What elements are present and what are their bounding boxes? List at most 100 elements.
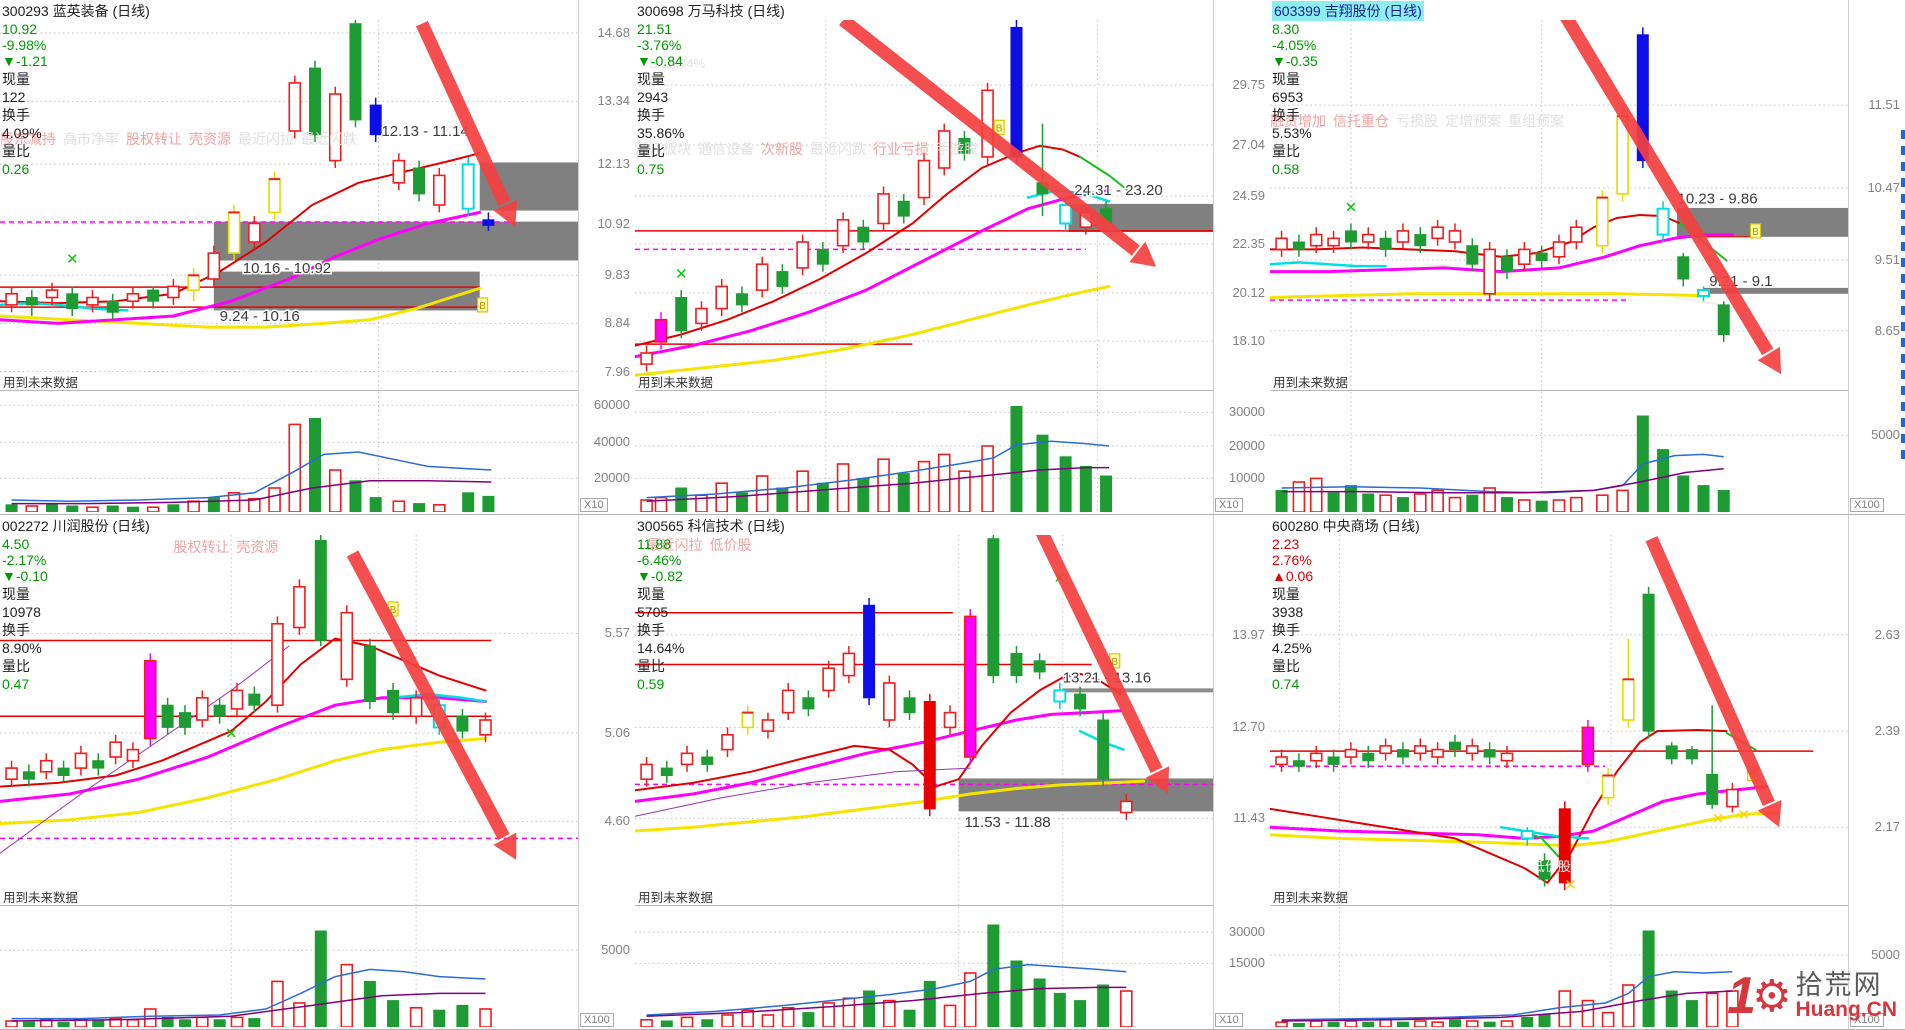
candle bbox=[937, 130, 951, 169]
stock-title: 300293 蓝英装备 (日线) bbox=[2, 3, 150, 19]
volume-bar bbox=[802, 1012, 815, 1028]
pane-divider bbox=[635, 905, 1213, 906]
last-price: 2.23 bbox=[1272, 536, 1300, 552]
volume-now-label: 现量 bbox=[2, 586, 30, 602]
volume-chart[interactable] bbox=[635, 392, 1213, 514]
volume-chart[interactable] bbox=[1270, 907, 1848, 1029]
candlestick-chart[interactable]: ✕B13.21 - 13.1611.53 - 11.88 bbox=[635, 524, 1213, 910]
price-axis-label: 9.83 bbox=[604, 267, 630, 283]
candlestick-chart[interactable]: ✕ B 10.23 - 9.86 9.21 - 9.1 bbox=[1270, 1, 1849, 395]
candlestick-chart[interactable]: ✕✕✕B bbox=[1270, 535, 1848, 910]
price-axis: 14.68 13.34 12.13 10.92 9.83 8.84 7.96 60000 400… bbox=[578, 0, 635, 514]
candle bbox=[958, 137, 971, 154]
price-axis-label: 10.92 bbox=[597, 215, 630, 231]
candle bbox=[271, 623, 284, 707]
volume-bar bbox=[1362, 1021, 1375, 1028]
candle bbox=[842, 652, 856, 677]
candle bbox=[1379, 745, 1392, 755]
volume-bar bbox=[22, 1021, 35, 1028]
volume-axis-label: 30000 bbox=[1228, 404, 1265, 420]
volume-bar bbox=[433, 1009, 446, 1028]
candle bbox=[963, 615, 977, 758]
volume-now-label: 现量 bbox=[637, 586, 665, 602]
supply-zone[interactable] bbox=[1676, 207, 1848, 237]
candlestick-chart[interactable]: ✕ B 24.31 - 23.20 bbox=[635, 14, 1213, 395]
candle bbox=[735, 293, 748, 306]
candle bbox=[1344, 748, 1358, 758]
volume-bar bbox=[701, 1019, 714, 1028]
volume-bar bbox=[25, 505, 39, 513]
volume-bar bbox=[363, 980, 376, 1028]
chart-pane-300293[interactable]: 300293 蓝英装备 (日线) 10.92 -9.98% ▼-1.21 现量 122 换手… bbox=[0, 0, 635, 515]
volume-bar bbox=[1558, 990, 1572, 1028]
supply-zone[interactable] bbox=[1703, 287, 1849, 294]
future-data-warning: 用到未来数据 bbox=[3, 891, 79, 905]
candle bbox=[1642, 593, 1655, 732]
drawn-arrow-annotation[interactable] bbox=[839, 14, 1140, 256]
volume-ratio-label: 量比 bbox=[637, 658, 665, 674]
supply-zone[interactable] bbox=[213, 221, 579, 261]
volume-chart[interactable] bbox=[1270, 392, 1848, 514]
volume-axis-label: 5000 bbox=[1871, 427, 1900, 443]
price-range-annotation: 10.16 - 10.92 bbox=[243, 260, 331, 277]
candle bbox=[86, 296, 99, 306]
candle bbox=[776, 271, 789, 287]
candlestick-chart[interactable]: ✕ B bbox=[0, 535, 578, 910]
candle bbox=[1622, 678, 1635, 721]
chart-pane-603399[interactable]: 603399 吉翔股份 (日线) 8.30 -4.05% ▼-0.35 现量 6953 换手… bbox=[1270, 0, 1905, 515]
candle bbox=[1466, 245, 1479, 265]
volume-bar bbox=[409, 1007, 423, 1028]
unit-multiplier: X100 bbox=[1850, 498, 1884, 512]
price-axis-label: 11.51 bbox=[1868, 97, 1900, 113]
volume-bar bbox=[857, 477, 870, 513]
drawn-arrow-annotation[interactable] bbox=[416, 20, 511, 207]
chart-pane-002272[interactable]: 002272 川润股份 (日线) 4.50 -2.17% ▼-0.10 现量 10978 换… bbox=[0, 515, 635, 1030]
candlestick-chart[interactable]: ✕ B 12.13 - 11.14 10.16 - 10.92 9.24 - 10.16 bbox=[0, 20, 579, 395]
ma-line bbox=[635, 284, 1111, 377]
price-axis: 5.57 5.06 4.60 5000 X100 bbox=[578, 515, 635, 1029]
signal-x-marker: ✕ bbox=[225, 726, 238, 743]
volume-bar bbox=[1518, 499, 1531, 513]
volume-bar bbox=[680, 1016, 694, 1028]
volume-chart[interactable] bbox=[0, 392, 578, 514]
pane-header: 600280 中央商场 (日线) 2.23 2.76% ▲0.06 现量 3938 换手 4.… bbox=[1272, 516, 1425, 692]
candle bbox=[1665, 745, 1678, 760]
turnover-value: 4.25% bbox=[1272, 640, 1312, 656]
volume-bar bbox=[86, 506, 99, 513]
chart-pane-300698[interactable]: 300698 万马科技 (日线) 21.51 -3.76% ▼-0.84 现量 2943 换… bbox=[635, 0, 1270, 515]
volume-chart[interactable] bbox=[635, 907, 1213, 1029]
price-axis-label: 24.59 bbox=[1232, 188, 1265, 204]
volume-now-value: 5705 bbox=[637, 604, 669, 620]
volume-bar bbox=[413, 503, 426, 513]
price-range-annotation: 9.24 - 10.16 bbox=[220, 308, 300, 325]
drawn-arrow-annotation[interactable] bbox=[1553, 1, 1774, 356]
volume-ma-line bbox=[11, 451, 492, 502]
volume-ma-line bbox=[11, 992, 486, 1022]
drawn-arrow-annotation[interactable] bbox=[346, 550, 510, 841]
ma-line bbox=[1673, 296, 1745, 310]
price-axis-label: 27.04 bbox=[1232, 137, 1265, 153]
chart-pane-300565[interactable]: 300565 科信技术 (日线) 11.88 -6.46% ▼-0.82 现量 5705 换… bbox=[635, 515, 1270, 1030]
volume-ratio-label: 量比 bbox=[1272, 143, 1300, 159]
drawn-arrow-annotation[interactable] bbox=[1645, 536, 1775, 806]
price-axis: 2.63 2.39 2.17 5000 X100 bbox=[1848, 515, 1905, 1029]
pane-header: 300698 万马科技 (日线) 21.51 -3.76% ▼-0.84 现量 2943 换… bbox=[637, 1, 790, 177]
drawn-arrow-annotation[interactable] bbox=[1033, 524, 1163, 774]
chart-pane-600280[interactable]: 600280 中央商场 (日线) 2.23 2.76% ▲0.06 现量 3938 换手 4.… bbox=[1270, 515, 1905, 1030]
stock-title: 300565 科信技术 (日线) bbox=[637, 518, 785, 534]
volume-now-label: 现量 bbox=[2, 71, 30, 87]
volume-bar bbox=[207, 497, 220, 513]
pane-header: 300293 蓝英装备 (日线) 10.92 -9.98% ▼-1.21 现量 122 换手… bbox=[2, 1, 155, 177]
candle bbox=[1396, 749, 1409, 758]
candle bbox=[25, 297, 38, 306]
candle bbox=[1677, 256, 1690, 280]
unit-multiplier: X100 bbox=[580, 1013, 614, 1027]
volume-ratio-label: 量比 bbox=[2, 143, 30, 159]
volume-chart[interactable] bbox=[0, 907, 578, 1029]
right-scroll-indicator[interactable] bbox=[1901, 130, 1905, 465]
volume-ma-line bbox=[646, 963, 1127, 1016]
volume-bar bbox=[1100, 475, 1113, 513]
candle bbox=[1448, 230, 1462, 243]
volume-bar bbox=[1466, 494, 1479, 513]
candle bbox=[248, 222, 261, 243]
